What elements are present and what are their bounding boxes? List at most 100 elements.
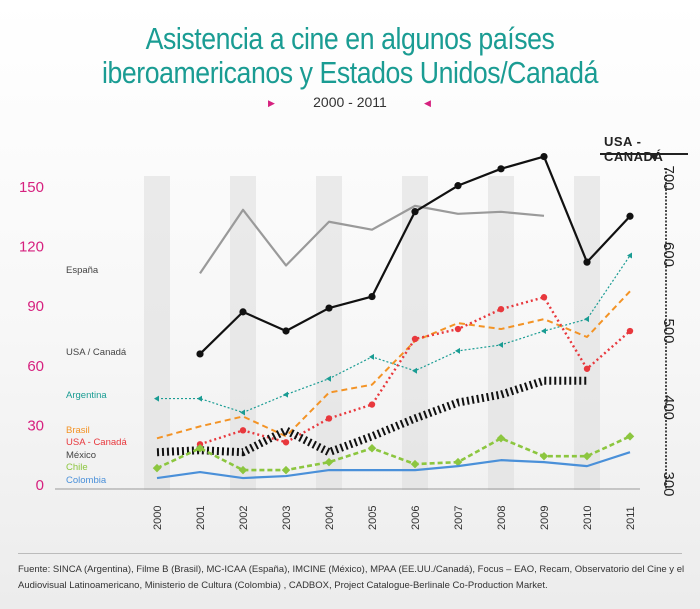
data-point-usa-canad- <box>368 292 376 301</box>
legend-label: Chile <box>66 462 88 473</box>
left-tick-label: 60 <box>27 358 44 375</box>
data-point-chile <box>539 451 549 461</box>
data-point-usa-canad- <box>239 427 247 434</box>
data-point-usa-canad- <box>368 401 376 408</box>
left-tick-label: 150 <box>19 179 44 196</box>
data-point-usa-canad- <box>454 325 462 333</box>
series-line-brasil <box>156 290 631 440</box>
data-point-usa-canad- <box>239 308 247 316</box>
data-point-chile <box>582 451 592 461</box>
data-point-argentina <box>584 316 589 323</box>
data-point-usa-canad- <box>497 305 505 313</box>
legend-label: USA / Canadá <box>66 347 127 358</box>
series-line-argentina <box>157 255 631 414</box>
data-point-usa-canad- <box>411 208 419 216</box>
data-point-argentina <box>498 341 503 348</box>
source-divider <box>18 553 682 554</box>
series-line-chile <box>156 435 631 472</box>
year-band-2006 <box>402 176 428 490</box>
data-point-chile <box>410 459 420 469</box>
x-tick-label: 2001 <box>195 506 207 530</box>
data-point-argentina <box>455 347 460 354</box>
data-point-usa-canad- <box>626 327 634 335</box>
data-point-chile <box>625 432 635 441</box>
legend-label: Brasil <box>66 425 90 436</box>
data-point-usa-canad- <box>626 212 634 220</box>
x-tick-label: 2004 <box>324 506 336 530</box>
data-point-usa-canad- <box>282 327 290 335</box>
series-line-usa-canad- <box>199 296 631 446</box>
x-tick-label: 2010 <box>582 506 594 530</box>
data-point-usa-canad- <box>540 152 548 161</box>
data-point-argentina <box>283 391 288 398</box>
legend-label: España <box>66 265 99 276</box>
data-point-chile <box>281 465 291 475</box>
data-point-usa-canad- <box>540 294 548 301</box>
data-point-argentina <box>412 367 417 374</box>
x-tick-label: 2003 <box>281 506 293 530</box>
left-tick-label: 30 <box>27 417 44 434</box>
x-tick-label: 2002 <box>238 506 250 530</box>
data-point-chile <box>195 443 205 453</box>
year-band-2004 <box>316 176 342 490</box>
data-point-argentina <box>326 375 331 382</box>
left-tick-label: 120 <box>19 239 44 256</box>
data-point-chile <box>367 443 377 453</box>
x-tick-label: 2011 <box>625 506 637 530</box>
usa-axis-title: USA - CANADÁ <box>604 134 664 164</box>
legend-label: Argentina <box>66 390 107 401</box>
series-line-colombia <box>156 451 631 480</box>
title-line-2: iberoamericanos y Estados Unidos/Canadá <box>101 55 598 90</box>
usa-axis-title-pointer-icon <box>649 154 659 160</box>
left-arrow-icon: ◀ <box>424 98 431 108</box>
right-tick-label: 600 <box>660 242 677 267</box>
legend-label: México <box>66 450 96 461</box>
right-arrow-icon: ▶ <box>268 98 275 108</box>
right-tick-label: 300 <box>660 471 677 496</box>
data-point-argentina <box>154 395 159 402</box>
data-point-argentina <box>541 328 546 335</box>
legend-label: USA - Canadá <box>66 437 127 448</box>
year-band-2002 <box>230 176 256 490</box>
x-tick-label: 2006 <box>410 506 422 530</box>
data-point-argentina <box>240 409 245 416</box>
data-point-chile <box>238 465 248 475</box>
data-point-chile <box>496 434 506 443</box>
data-point-chile <box>453 457 463 467</box>
data-point-usa-canad- <box>497 165 505 173</box>
source-note: Fuente: SINCA (Argentina), Filme B (Bras… <box>18 564 685 591</box>
data-point-usa-canad- <box>411 335 419 343</box>
subtitle: 2000 - 2011 <box>313 94 387 110</box>
data-point-usa-canad- <box>325 415 333 422</box>
series-line-espa-a <box>199 204 545 275</box>
year-band-2000 <box>144 176 170 490</box>
data-point-argentina <box>369 353 374 360</box>
chart-title: Asistencia a cine en algunos países iber… <box>49 22 651 90</box>
data-point-usa-canad- <box>454 182 462 190</box>
right-tick-label: 400 <box>660 395 677 420</box>
x-tick-label: 2007 <box>453 506 465 530</box>
x-tick-label: 2000 <box>152 506 164 530</box>
data-point-argentina <box>627 252 632 259</box>
right-tick-label: 700 <box>660 165 677 190</box>
data-point-usa-canad- <box>583 258 591 266</box>
data-point-chile <box>152 463 162 473</box>
data-point-usa-canad- <box>196 350 204 358</box>
data-point-argentina <box>197 395 202 402</box>
x-tick-label: 2005 <box>367 506 379 530</box>
right-tick-label: 500 <box>660 318 677 343</box>
legend-label: Colombia <box>66 475 107 486</box>
subtitle-row: ▶ 2000 - 2011 ◀ <box>0 94 700 110</box>
title-line-1: Asistencia a cine en algunos países <box>145 21 555 56</box>
x-tick-label: 2009 <box>539 506 551 530</box>
data-point-usa-canad- <box>325 304 333 312</box>
left-tick-label: 90 <box>27 298 44 315</box>
data-point-chile <box>324 457 334 467</box>
data-point-usa-canad- <box>282 439 290 446</box>
data-point-usa-canad- <box>583 365 591 372</box>
usa-axis-title-underline <box>600 153 688 155</box>
left-tick-label: 0 <box>36 477 44 494</box>
x-tick-label: 2008 <box>496 506 508 530</box>
series-line-m-xico <box>156 376 587 457</box>
